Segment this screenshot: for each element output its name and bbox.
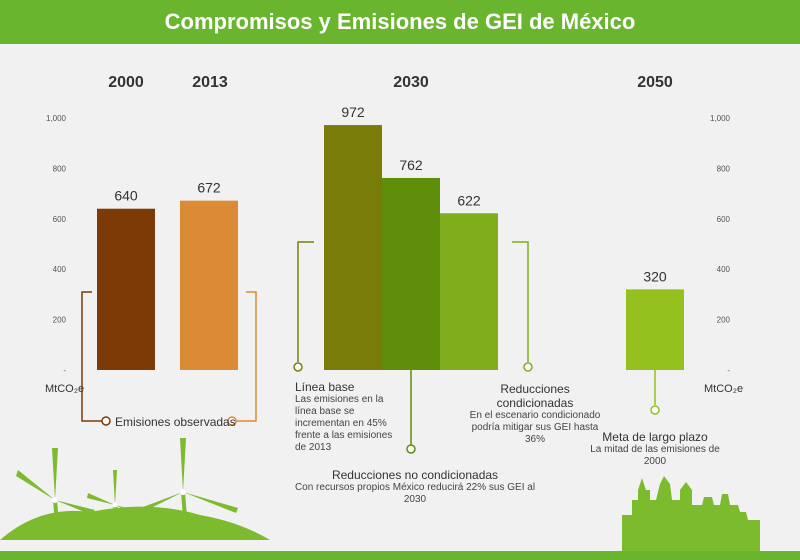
bar-value-label: 640 (114, 188, 138, 204)
y-tick-left: 800 (53, 164, 67, 173)
footer-bar (0, 551, 800, 560)
bar-2030-762 (382, 177, 440, 370)
connector-dot (227, 416, 237, 426)
connector-dot (293, 362, 303, 372)
baseline-title: Línea base (295, 380, 355, 394)
bar-2000-640 (97, 208, 155, 370)
goal-text: La mitad de las emisiones de 2000 (590, 444, 720, 467)
city-skyline-illustration (622, 476, 760, 552)
y-tick-right: 200 (717, 316, 731, 325)
y-tick-right: - (727, 366, 730, 375)
goal-annotation: Meta de largo plazo La mitad de las emis… (580, 430, 730, 468)
bar-2013-672 (180, 200, 238, 370)
goal-title: Meta de largo plazo (602, 430, 708, 444)
y-tick-left: 200 (53, 316, 67, 325)
connector-line (297, 241, 314, 362)
baseline-annotation: Línea base Las emisiones en la línea bas… (295, 380, 405, 454)
cond-annotation: Reducciones condicionadas En el escenari… (465, 382, 605, 446)
bar-2050-320 (626, 289, 684, 370)
year-label-2013: 2013 (192, 74, 228, 91)
y-tick-right: 800 (717, 164, 731, 173)
noncond-annotation: Reducciones no condicionadas Con recurso… (290, 468, 540, 506)
y-tick-right: 1,000 (710, 114, 731, 123)
noncond-text: Con recursos propios México reducirá 22%… (294, 482, 536, 505)
y-tick-left: - (63, 366, 66, 375)
baseline-text: Las emisiones en la línea base se increm… (295, 394, 393, 453)
year-label-2050: 2050 (637, 74, 673, 91)
bar-value-label: 320 (643, 268, 667, 284)
cond-text: En el escenario condicionado podría miti… (469, 410, 601, 445)
year-label-2000: 2000 (108, 74, 144, 91)
y-tick-right: 400 (717, 265, 731, 274)
y-tick-left: 400 (53, 265, 67, 274)
connector-dot (406, 444, 416, 454)
connector-dot (650, 405, 660, 415)
y-tick-right: 600 (717, 215, 731, 224)
wind-turbines-illustration (0, 438, 270, 540)
cond-title: Reducciones condicionadas (496, 382, 574, 410)
unit-label-right: MtCO₂e (704, 383, 743, 395)
connector-dot (101, 416, 111, 426)
bar-value-label: 972 (341, 104, 365, 120)
observed-label: Emisiones observadas (115, 415, 236, 429)
bar-value-label: 622 (457, 192, 481, 208)
connector-line (236, 291, 257, 422)
bar-value-label: 672 (197, 180, 221, 196)
connector-line (81, 291, 102, 422)
y-tick-left: 1,000 (46, 114, 67, 123)
noncond-title: Reducciones no condicionadas (331, 468, 499, 482)
year-label-2030: 2030 (393, 74, 429, 91)
connector-dot (523, 362, 533, 372)
bar-2030-972 (324, 125, 382, 370)
connector-line (512, 241, 529, 362)
bar-2030-622 (440, 213, 498, 370)
unit-label-left: MtCO₂e (45, 383, 84, 395)
bar-value-label: 762 (399, 157, 423, 173)
y-tick-left: 600 (53, 215, 67, 224)
page-title: Compromisos y Emisiones de GEI de México (0, 0, 800, 44)
